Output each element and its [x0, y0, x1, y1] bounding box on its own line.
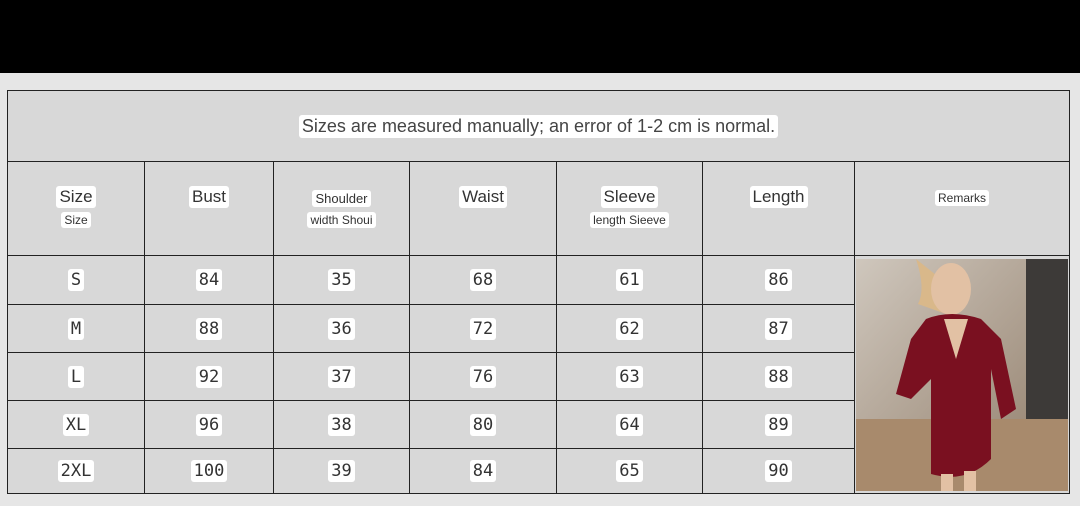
table-row: L 92 37 76 63 88: [7, 352, 1070, 401]
table-cell: 63: [556, 352, 703, 401]
table-cell: 89: [702, 400, 855, 449]
table-cell: 72: [409, 304, 557, 353]
table-row: 2XL 100 39 84 65 90: [7, 448, 1070, 494]
cell-value: S: [67, 269, 85, 291]
dress-photo: [856, 258, 1068, 491]
table-row: S 84 35 68 61 86: [7, 255, 1070, 494]
cell-value: 65: [616, 460, 643, 482]
header-sublabel: length Sieeve: [590, 212, 669, 228]
header-label: Size: [56, 186, 96, 208]
cell-value: 100: [190, 460, 228, 482]
remarks-photo-cell: [854, 255, 1070, 494]
table-cell: 62: [556, 304, 703, 353]
cell-value: 92: [195, 365, 223, 388]
table-cell: XL: [7, 400, 145, 449]
table-row: M 88 36 72 62 87: [7, 304, 1070, 353]
header-sleeve: Sleeve length Sieeve: [556, 161, 703, 256]
cell-value: 84: [195, 269, 223, 291]
header-waist: Waist: [409, 161, 557, 256]
header-label: Remarks: [934, 190, 989, 206]
table-cell: 68: [409, 255, 557, 305]
header-label: Bust: [188, 186, 230, 208]
table-cell: S: [7, 255, 145, 305]
header-shoulder: Shoulder width Shoui: [273, 161, 410, 256]
cell-value: 36: [328, 317, 355, 340]
table-cell: 37: [273, 352, 410, 401]
table-cell: 2XL: [7, 448, 145, 494]
table-cell: 86: [702, 255, 855, 305]
table-cell: 88: [144, 304, 274, 353]
header-label: Waist: [459, 186, 507, 208]
cell-value: 87: [765, 317, 792, 340]
table-cell: 88: [702, 352, 855, 401]
table-cell: 36: [273, 304, 410, 353]
table-cell: 92: [144, 352, 274, 401]
cell-value: M: [67, 317, 85, 340]
cell-value: 68: [469, 269, 497, 291]
cell-value: 64: [616, 413, 643, 436]
top-black-band: [0, 0, 1080, 73]
cell-value: 84: [469, 460, 497, 482]
table-cell: 96: [144, 400, 274, 449]
table-cell: 80: [409, 400, 557, 449]
cell-value: 39: [328, 460, 355, 482]
cell-value: 86: [765, 269, 792, 291]
header-label: Sleeve: [600, 186, 659, 208]
cell-value: 88: [765, 365, 792, 388]
cell-value: 96: [195, 413, 223, 436]
table-cell: 39: [273, 448, 410, 494]
header-remarks: Remarks: [854, 161, 1070, 256]
table-cell: 87: [702, 304, 855, 353]
table-cell: 90: [702, 448, 855, 494]
table-cell: 76: [409, 352, 557, 401]
table-cell: 64: [556, 400, 703, 449]
header-length: Length: [702, 161, 855, 256]
cell-value: XL: [62, 413, 90, 436]
table-cell: 61: [556, 255, 703, 305]
cell-value: 63: [616, 365, 643, 388]
header-label: Shoulder: [312, 190, 371, 207]
header-sublabel: Size: [61, 212, 91, 228]
cell-value: 38: [328, 413, 355, 436]
table-cell: 65: [556, 448, 703, 494]
cell-value: 72: [469, 317, 497, 340]
cell-value: 90: [765, 460, 792, 482]
cell-value: 76: [469, 365, 497, 388]
table-cell: 100: [144, 448, 274, 494]
table-cell: 84: [144, 255, 274, 305]
table-cell: 35: [273, 255, 410, 305]
header-label: Length: [749, 186, 808, 208]
measurement-note-cell: Sizes are measured manually; an error of…: [7, 90, 1070, 162]
table-cell: 84: [409, 448, 557, 494]
cell-value: 80: [469, 413, 497, 436]
cell-value: 62: [616, 317, 643, 340]
table-cell: 38: [273, 400, 410, 449]
table-row: XL 96 38 80 64 89: [7, 400, 1070, 449]
table-cell: L: [7, 352, 145, 401]
size-chart-table: Sizes are measured manually; an error of…: [7, 90, 1070, 494]
header-sublabel: width Shoui: [307, 212, 376, 228]
header-bust: Bust: [144, 161, 274, 256]
table-cell: M: [7, 304, 145, 353]
cell-value: 88: [195, 317, 223, 340]
cell-value: 89: [765, 413, 792, 436]
cell-value: 61: [616, 269, 643, 291]
cell-value: 35: [328, 269, 355, 291]
cell-value: L: [67, 365, 85, 388]
cell-value: 2XL: [57, 460, 95, 482]
header-size: Size Size: [7, 161, 145, 256]
cell-value: 37: [328, 365, 355, 388]
measurement-note: Sizes are measured manually; an error of…: [298, 114, 779, 138]
